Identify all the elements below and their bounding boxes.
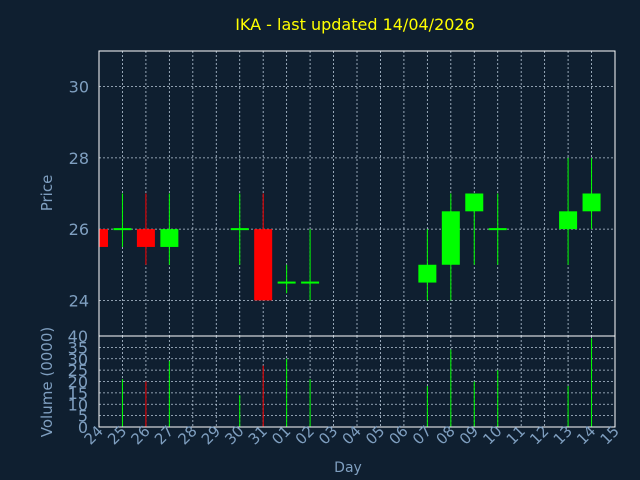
price-tick-label: 28 — [69, 149, 89, 168]
volume-tick-label: 25 — [68, 361, 88, 380]
candle — [488, 193, 507, 265]
candle — [254, 193, 273, 301]
candle-body — [301, 281, 320, 284]
volume-axis-label: Volume (0000) — [38, 327, 56, 437]
candle-body — [418, 264, 437, 283]
candle-body — [99, 229, 108, 247]
price-tick-label: 24 — [69, 291, 89, 310]
candle-body — [582, 193, 601, 212]
candle-body — [441, 211, 460, 265]
price-tick-label: 30 — [69, 78, 89, 97]
volume-plot-area — [98, 335, 616, 428]
price-axis-label: Price — [38, 175, 56, 212]
chart-title: IKA - last updated 14/04/2026 — [235, 15, 475, 34]
candle — [160, 193, 179, 265]
volume-tick-label: 10 — [68, 395, 88, 414]
candle-body — [230, 228, 249, 231]
candle — [441, 193, 460, 301]
candle-body — [136, 229, 155, 247]
volume-tick-label: 5 — [78, 407, 88, 426]
volume-tick-label: 15 — [68, 384, 88, 403]
candle — [418, 229, 437, 301]
price-y-ticks: 24 26 28 30 — [69, 78, 89, 311]
price-candles — [98, 157, 601, 301]
volume-tick-label: 40 — [68, 327, 88, 346]
candle-body — [254, 229, 273, 301]
candle — [113, 193, 132, 247]
volume-tick-label: 35 — [68, 338, 88, 357]
candle — [136, 193, 155, 265]
volume-tick-label: 0 — [78, 418, 88, 437]
day-x-ticks: 2425262728293031010203040506070809101112… — [81, 422, 623, 448]
candle — [465, 193, 484, 265]
price-tick-label: 26 — [69, 220, 89, 239]
candle — [559, 157, 578, 265]
candle — [582, 157, 601, 230]
volume-bars — [121, 338, 593, 427]
candle-body — [160, 229, 179, 247]
candle — [230, 193, 249, 265]
volume-tick-label: 30 — [68, 350, 88, 369]
candle-body — [277, 281, 296, 284]
candle-body — [465, 193, 484, 212]
candle — [98, 229, 108, 247]
candle-body — [559, 211, 578, 230]
candle-body — [113, 228, 132, 231]
volume-tick-label: 20 — [68, 373, 88, 392]
candle — [301, 229, 320, 301]
candle — [277, 264, 296, 294]
day-axis-label: Day — [334, 460, 362, 476]
candle-body — [488, 228, 507, 231]
